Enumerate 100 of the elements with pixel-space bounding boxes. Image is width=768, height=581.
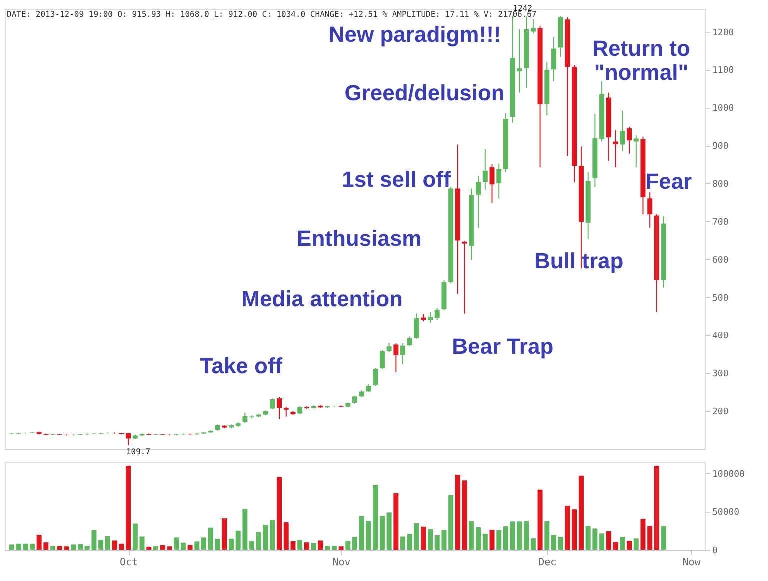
bar — [304, 542, 310, 550]
annotation: Greed/delusion — [344, 80, 505, 106]
bar — [222, 518, 228, 550]
annotation: DATE: 2013-12-09 19:00 O: 915.93 H: 1068.0 L: 912.00 C: 1034.0 CHANGE: +12.51 % AMPLITUDE: 17.11 % V: 21706.67 — [7, 10, 537, 19]
candlestick — [620, 110, 626, 152]
bar — [565, 506, 570, 550]
annotation: Bear Trap — [452, 334, 554, 360]
bar — [421, 526, 426, 550]
bar — [627, 541, 632, 550]
bar — [50, 546, 56, 550]
bar — [407, 534, 412, 550]
annotation: Take off — [200, 353, 284, 378]
bar — [250, 541, 255, 550]
candlestick — [400, 343, 406, 365]
bar — [105, 536, 110, 550]
bar — [400, 536, 406, 550]
bar — [613, 542, 618, 550]
bar — [30, 544, 35, 550]
candlestick — [490, 164, 495, 204]
bar — [202, 538, 207, 550]
y-tick-label: 1000 — [712, 104, 734, 114]
bar — [503, 526, 508, 550]
x-tick-label: Dec — [538, 558, 557, 568]
candlestick — [407, 336, 412, 348]
y-tick-label: 50000 — [712, 508, 740, 518]
x-tick-label: Now — [682, 558, 702, 568]
bar — [455, 475, 460, 550]
annotation: 109.7 — [126, 447, 151, 456]
y-tick-label: 0 — [712, 546, 718, 556]
bar — [552, 535, 557, 550]
bar — [180, 542, 186, 550]
bar — [462, 480, 468, 550]
y-tick-label: 1100 — [712, 66, 734, 76]
bar — [558, 537, 564, 550]
candlestick — [496, 163, 502, 200]
candlestick — [277, 396, 282, 420]
bar — [496, 530, 502, 550]
bar — [414, 523, 420, 550]
bar — [98, 540, 104, 550]
bar — [469, 521, 474, 550]
bar — [482, 534, 488, 550]
annotation: Bull trap — [534, 248, 624, 274]
y-tick-label: 400 — [712, 332, 729, 342]
bar — [71, 544, 76, 550]
x-tick-label: Oct — [120, 558, 138, 568]
annotation: Return to "normal" — [592, 36, 690, 85]
candlestick — [414, 313, 420, 340]
bar — [256, 532, 262, 550]
candlestick — [428, 312, 433, 324]
bar — [634, 538, 639, 550]
bar — [57, 546, 62, 550]
candlestick — [434, 307, 440, 321]
bar — [132, 524, 138, 550]
x-tick-label: Nov — [332, 558, 351, 568]
bar — [346, 541, 351, 550]
bar — [174, 538, 180, 550]
bar — [640, 519, 646, 550]
y-tick-label: 1200 — [712, 28, 734, 38]
bar — [578, 476, 584, 550]
bar — [23, 544, 28, 550]
bar — [538, 490, 543, 550]
annotation: Enthusiasm — [297, 226, 422, 252]
candlestick — [386, 342, 392, 353]
bar — [325, 546, 330, 550]
bar — [606, 531, 612, 550]
candlestick — [380, 350, 385, 370]
bar — [352, 537, 358, 550]
candlestick — [126, 432, 132, 446]
bar — [448, 495, 454, 550]
annotation: 1st sell off — [342, 166, 452, 192]
bar — [490, 530, 495, 550]
y-tick-label: 600 — [712, 256, 729, 266]
bar — [600, 534, 605, 550]
bar — [153, 546, 158, 550]
bar — [544, 521, 550, 550]
candlestick — [482, 148, 488, 190]
candlestick — [634, 134, 639, 168]
bar — [332, 546, 337, 550]
candlestick — [462, 240, 468, 314]
bar — [78, 544, 83, 550]
bar — [620, 537, 626, 550]
candlestick — [242, 412, 248, 424]
bar — [373, 485, 378, 550]
bar — [64, 546, 70, 550]
bar — [228, 538, 234, 550]
bar — [146, 546, 152, 550]
annotation: New paradigm!!! — [328, 22, 502, 48]
annotation: Fear — [646, 168, 693, 194]
bar — [140, 536, 145, 550]
candlestick — [270, 398, 276, 410]
candlestick — [648, 192, 653, 228]
bar — [661, 526, 666, 550]
bar — [572, 510, 578, 550]
bar — [428, 529, 433, 550]
candlestick — [613, 130, 618, 168]
candlestick — [530, 19, 536, 34]
candlestick — [284, 406, 289, 418]
bar — [524, 521, 530, 550]
bar — [126, 466, 132, 550]
bar — [188, 545, 193, 550]
